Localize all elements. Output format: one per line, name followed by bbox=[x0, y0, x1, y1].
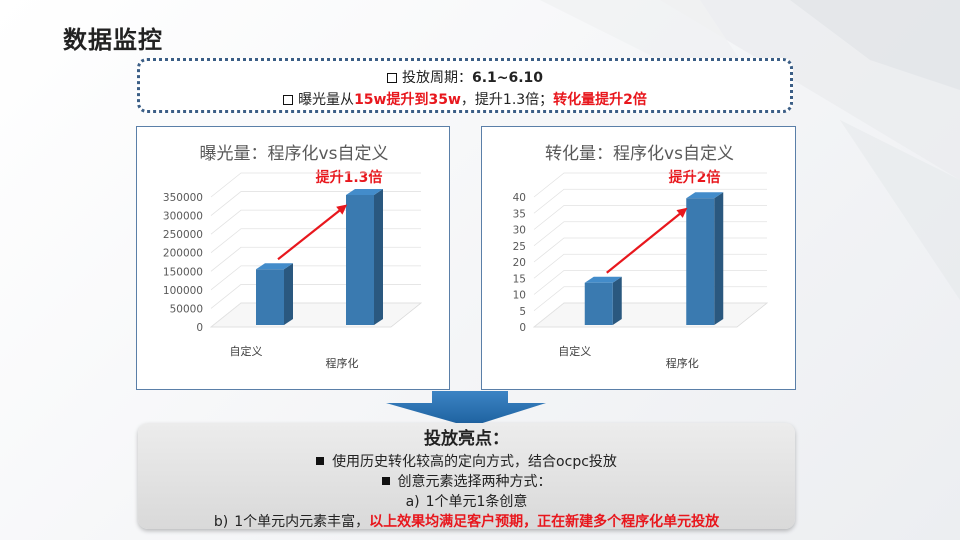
y-tick-label: 0 bbox=[196, 322, 203, 334]
sub-b-text: 1个单元内元素丰富， bbox=[234, 514, 370, 530]
y-tick-label: 100000 bbox=[163, 285, 203, 297]
background-decoration bbox=[540, 0, 960, 300]
summary-result-line: 曝光量从15w提升到35w，提升1.3倍；转化量提升2倍 bbox=[140, 89, 790, 111]
y-tick-label: 50000 bbox=[170, 303, 203, 315]
highlight-item-1-text: 使用历史转化较高的定向方式，结合ocpc投放 bbox=[332, 454, 617, 470]
page-title: 数据监控 bbox=[63, 26, 163, 54]
bullet-square-icon bbox=[381, 477, 390, 485]
exposure-chart-panel: 曝光量：程序化vs自定义提升1.3倍 0 50000 100000 150000 2000… bbox=[136, 126, 450, 390]
down-arrow-icon bbox=[386, 391, 546, 427]
chart-floor bbox=[532, 302, 769, 328]
bar-side bbox=[284, 263, 293, 325]
x-tick-label: 自定义 bbox=[230, 344, 263, 358]
y-tick-label: 35 bbox=[513, 208, 526, 220]
y-tick-label: 40 bbox=[513, 192, 526, 204]
chart-annotation: 提升2倍 bbox=[669, 169, 721, 186]
y-tick-label: 5 bbox=[519, 306, 526, 318]
chart-title: 转化量：程序化vs自定义 bbox=[545, 144, 734, 164]
gridline bbox=[533, 205, 767, 230]
gridline bbox=[533, 172, 767, 198]
gridline bbox=[533, 221, 767, 247]
bar-top bbox=[346, 189, 383, 195]
gridline bbox=[210, 228, 421, 254]
gridline bbox=[210, 172, 421, 198]
growth-arrow-head bbox=[676, 207, 688, 218]
chart-floor bbox=[209, 302, 423, 328]
bar-top bbox=[256, 263, 293, 270]
growth-arrow-head bbox=[336, 204, 348, 215]
highlights-box: 投放亮点： 使用历史转化较高的定向方式，结合ocpc投放 创意元素选择两种方式：… bbox=[138, 423, 795, 532]
gridline bbox=[210, 191, 421, 216]
highlight-item-2: 创意元素选择两种方式： bbox=[138, 472, 795, 492]
y-tick-label: 350000 bbox=[163, 192, 203, 204]
growth-arrow-line bbox=[606, 209, 685, 274]
highlight-sub-a: a) 1个单元1条创意 bbox=[138, 492, 795, 512]
gridline bbox=[210, 246, 421, 272]
chart-title: 曝光量：程序化vs自定义 bbox=[200, 144, 389, 164]
y-tick-label: 300000 bbox=[163, 211, 203, 223]
x-tick-label: 程序化 bbox=[326, 356, 359, 370]
chart-annotation: 提升1.3倍 bbox=[316, 169, 383, 186]
y-tick-label: 20 bbox=[513, 257, 526, 269]
summary-period-line: 投放周期：6.1~6.10 bbox=[140, 67, 790, 89]
bar bbox=[584, 282, 613, 325]
bar-top bbox=[584, 276, 622, 283]
checkbox-square-icon bbox=[386, 73, 397, 83]
highlight-item-1: 使用历史转化较高的定向方式，结合ocpc投放 bbox=[138, 452, 795, 472]
gridline bbox=[533, 253, 767, 279]
highlight-item-2-text: 创意元素选择两种方式： bbox=[397, 474, 552, 490]
checkbox-square-icon bbox=[283, 95, 294, 105]
y-tick-label: 200000 bbox=[163, 248, 203, 260]
gridline bbox=[210, 265, 421, 291]
y-tick-label: 250000 bbox=[163, 229, 203, 241]
y-tick-label: 0 bbox=[519, 322, 526, 334]
sub-a-text: 1个单元1条创意 bbox=[425, 494, 528, 510]
exposure-highlight: 15w提升到35w bbox=[354, 92, 461, 108]
summary-box: 投放周期：6.1~6.10 曝光量从15w提升到35w，提升1.3倍；转化量提升… bbox=[137, 58, 793, 113]
bar bbox=[686, 198, 715, 325]
highlight-sub-b: b) 1个单元内元素丰富，以上效果均满足客户预期，正在新建多个程序化单元投放 bbox=[138, 512, 795, 532]
bar-side bbox=[612, 276, 622, 325]
x-tick-label: 自定义 bbox=[558, 344, 591, 358]
y-tick-label: 10 bbox=[513, 290, 526, 302]
period-value: 6.1~6.10 bbox=[471, 70, 544, 86]
sub-a-label: a) bbox=[405, 494, 420, 510]
y-tick-label: 150000 bbox=[163, 266, 203, 278]
y-tick-label: 30 bbox=[513, 225, 526, 237]
period-label: 投放周期： bbox=[401, 70, 472, 86]
gridline bbox=[533, 188, 767, 214]
gridline bbox=[533, 237, 767, 263]
bar-side bbox=[374, 189, 383, 325]
conversion-highlight: 转化量提升2倍 bbox=[553, 92, 647, 108]
highlights-heading: 投放亮点： bbox=[424, 429, 509, 449]
gridline bbox=[533, 270, 767, 295]
sub-b-highlight: 以上效果均满足客户预期，正在新建多个程序化单元投放 bbox=[369, 514, 720, 530]
exposure-mid: ，提升1.3倍； bbox=[460, 92, 554, 108]
x-tick-label: 程序化 bbox=[666, 356, 699, 370]
y-tick-label: 15 bbox=[513, 273, 526, 285]
bar bbox=[346, 195, 374, 325]
bar-top bbox=[686, 192, 724, 199]
y-tick-label: 25 bbox=[513, 241, 526, 253]
exposure-label: 曝光量从 bbox=[298, 92, 355, 108]
bullet-square-icon bbox=[316, 457, 325, 465]
sub-b-label: b) bbox=[213, 514, 229, 530]
growth-arrow-line bbox=[277, 206, 345, 261]
bar-side bbox=[714, 192, 724, 325]
conversion-chart-panel: 转化量：程序化vs自定义提升2倍 0 5 10 15 20 25 30 35 40 自定义程序化 bbox=[481, 126, 796, 390]
bar bbox=[256, 269, 284, 325]
